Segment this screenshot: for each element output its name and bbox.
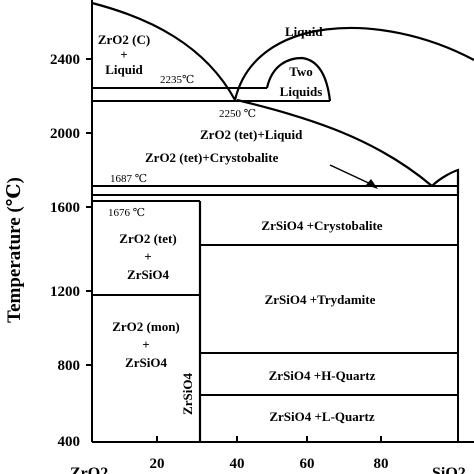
x-tick-label: 60 [300, 456, 315, 472]
liquidus-right [236, 98, 433, 187]
y-tick-label: 800 [58, 358, 81, 374]
y-ticks: 2400 2000 1600 1200 800 400 [50, 52, 92, 450]
y-tick-label: 2400 [50, 52, 80, 68]
y-tick-label: 400 [58, 434, 81, 450]
y-axis-label: Temperature (℃) [4, 177, 25, 323]
x-tick-label: 40 [230, 456, 245, 472]
x-right-component: SiO2 [432, 465, 466, 474]
liquidus-sio2-end [431, 168, 460, 195]
label-tet-crysto: ZrO2 (tet)+Crystobalite [145, 150, 279, 165]
label-zro2c-line3: Liquid [105, 62, 143, 77]
x-tick-label: 20 [150, 456, 165, 472]
label-zrsio4-hq: ZrSiO4 +H-Quartz [269, 368, 376, 383]
label-mon-zrsio4-line2: + [142, 337, 149, 352]
y-tick-label: 1200 [50, 284, 80, 300]
label-tet-liquid: ZrO2 (tet)+Liquid [200, 127, 303, 142]
x-ticks: 20 40 60 80 ZrO2 SiO2 [70, 436, 466, 474]
liquidus-left [91, 1, 236, 101]
arrow-head [366, 179, 378, 189]
label-zrsio4-crysto: ZrSiO4 +Crystobalite [261, 218, 382, 233]
y-tick-label: 1600 [50, 200, 80, 216]
label-zro2c-line1: ZrO2 (C) [98, 32, 150, 47]
label-tet-zrsio4-line3: ZrSiO4 [127, 267, 169, 282]
x-left-component: ZrO2 [70, 465, 108, 474]
two-liquid-dome [265, 56, 332, 102]
label-tet-zrsio4-line1: ZrO2 (tet) [119, 231, 176, 246]
label-mon-zrsio4-line1: ZrO2 (mon) [112, 319, 180, 334]
arrow-line [329, 164, 376, 187]
label-2235: 2235℃ [160, 74, 194, 86]
x-tick-label: 80 [374, 456, 389, 472]
label-1676: 1676 ℃ [108, 207, 145, 219]
liquidus-top [233, 26, 474, 101]
label-zrsio4-vertical: ZrSiO4 [180, 373, 195, 415]
label-tet-zrsio4-line2: + [144, 249, 151, 264]
label-two-liquids-line2: Liquids [280, 84, 323, 99]
label-mon-zrsio4-line3: ZrSiO4 [125, 355, 167, 370]
label-zrsio4-lq: ZrSiO4 +L-Quartz [269, 409, 374, 424]
label-zrsio4-tryd: ZrSiO4 +Trydamite [265, 292, 376, 307]
label-liquid: Liquid [285, 24, 323, 39]
label-two-liquids-line1: Two [289, 64, 313, 79]
label-1687: 1687 ℃ [110, 173, 147, 185]
label-zro2c-line2: + [120, 47, 127, 62]
y-tick-label: 2000 [50, 126, 80, 142]
label-2250: 2250 ℃ [219, 108, 256, 120]
